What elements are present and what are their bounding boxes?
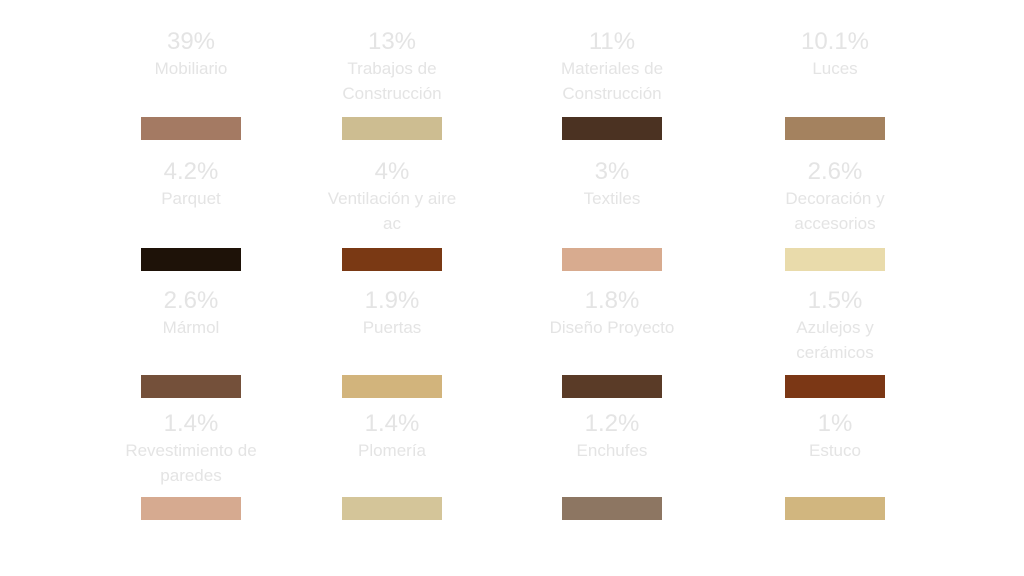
percentage: 1.5% bbox=[807, 287, 863, 314]
category-label: Diseño Proyecto bbox=[549, 318, 675, 337]
category-label: Estuco bbox=[809, 441, 861, 460]
color-swatch bbox=[342, 497, 442, 520]
category-item: 1.8% Diseño Proyecto bbox=[537, 287, 687, 340]
percentage: 1.4% bbox=[364, 410, 420, 437]
category-item: 1% Estuco bbox=[760, 410, 910, 463]
color-swatch bbox=[342, 117, 442, 140]
percentage: 1.2% bbox=[584, 410, 640, 437]
category-label: Puertas bbox=[362, 318, 422, 337]
color-swatch bbox=[141, 497, 241, 520]
category-label: Materiales de Construcción bbox=[560, 59, 664, 103]
percentage: 11% bbox=[588, 28, 636, 55]
percentage: 2.6% bbox=[163, 287, 219, 314]
category-item: 39% Mobiliario bbox=[116, 28, 266, 81]
category-item: 4.2% Parquet bbox=[116, 158, 266, 211]
color-swatch bbox=[785, 375, 885, 398]
color-swatch bbox=[562, 248, 662, 271]
percentage: 4% bbox=[374, 158, 410, 185]
category-item: 10.1% Luces bbox=[760, 28, 910, 81]
category-label: Azulejos y cerámicos bbox=[796, 318, 874, 362]
category-item: 2.6% Mármol bbox=[116, 287, 266, 340]
percentage: 4.2% bbox=[163, 158, 219, 185]
category-label: Revestimiento de paredes bbox=[125, 441, 257, 485]
percentage: 10.1% bbox=[800, 28, 870, 55]
category-item: 3% Textiles bbox=[537, 158, 687, 211]
category-item: 1.2% Enchufes bbox=[537, 410, 687, 463]
percentage: 1.4% bbox=[163, 410, 219, 437]
category-label: Parquet bbox=[161, 189, 221, 208]
category-label: Ventilación y aire ac bbox=[327, 189, 457, 233]
category-item: 2.6% Decoración y accesorios bbox=[760, 158, 910, 236]
color-swatch bbox=[785, 248, 885, 271]
category-item: 4% Ventilación y aire ac bbox=[317, 158, 467, 236]
category-item: 13% Trabajos de Construcción bbox=[317, 28, 467, 106]
color-swatch bbox=[342, 248, 442, 271]
color-swatch bbox=[562, 117, 662, 140]
category-item: 1.5% Azulejos y cerámicos bbox=[760, 287, 910, 365]
percentage: 3% bbox=[594, 158, 630, 185]
color-swatch bbox=[141, 248, 241, 271]
color-swatch bbox=[141, 375, 241, 398]
percentage: 1.8% bbox=[584, 287, 640, 314]
percentage: 2.6% bbox=[807, 158, 863, 185]
percentage: 1.9% bbox=[364, 287, 420, 314]
category-label: Mobiliario bbox=[154, 59, 228, 78]
color-swatch bbox=[562, 497, 662, 520]
percentage: 39% bbox=[166, 28, 216, 55]
color-swatch bbox=[562, 375, 662, 398]
color-swatch bbox=[785, 497, 885, 520]
category-label: Plomería bbox=[357, 441, 427, 460]
category-label: Enchufes bbox=[576, 441, 648, 460]
percentage: 13% bbox=[367, 28, 417, 55]
category-item: 1.4% Revestimiento de paredes bbox=[116, 410, 266, 488]
percentage: 1% bbox=[817, 410, 853, 437]
category-label: Trabajos de Construcción bbox=[342, 59, 442, 103]
category-label: Decoración y accesorios bbox=[785, 189, 885, 233]
category-item: 1.9% Puertas bbox=[317, 287, 467, 340]
color-swatch bbox=[342, 375, 442, 398]
color-swatch bbox=[785, 117, 885, 140]
category-label: Mármol bbox=[162, 318, 220, 337]
category-label: Textiles bbox=[583, 189, 641, 208]
category-item: 1.4% Plomería bbox=[317, 410, 467, 463]
category-item: 11% Materiales de Construcción bbox=[537, 28, 687, 106]
color-swatch bbox=[141, 117, 241, 140]
category-label: Luces bbox=[812, 59, 858, 78]
